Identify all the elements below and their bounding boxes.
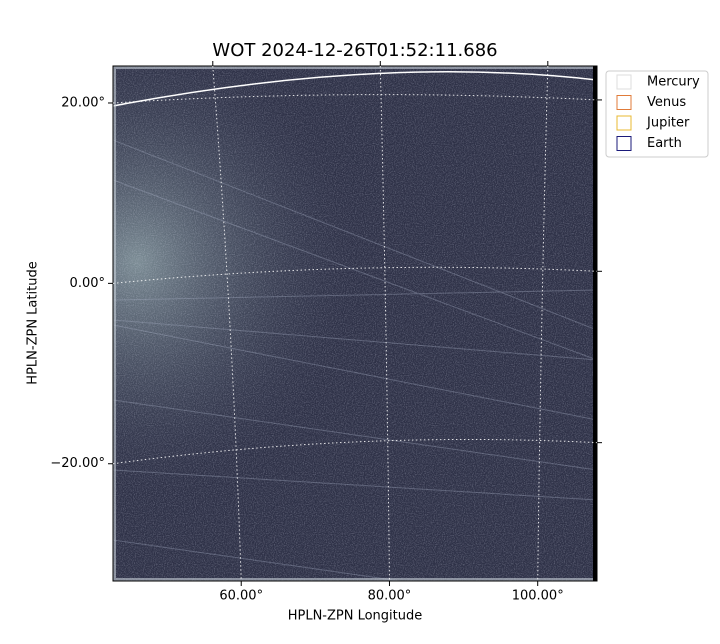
chart-title: WOT 2024-12-26T01:52:11.686 (212, 40, 497, 61)
legend-swatch (616, 136, 632, 151)
x-tick-label: 80.00° (368, 589, 412, 604)
legend-label: Venus (647, 95, 686, 110)
y-axis-label: HPLN-ZPN Latitude (26, 261, 41, 384)
legend-swatch (616, 115, 632, 131)
legend-label: Earth (647, 136, 682, 151)
grid-line (537, 65, 549, 582)
x-axis-label: HPLN-ZPN Longitude (288, 609, 423, 624)
y-tick-label: 0.00° (70, 276, 105, 291)
legend-label: Jupiter (646, 116, 690, 131)
y-tick-label: 20.00° (61, 95, 105, 110)
x-tick-label: 60.00° (219, 589, 263, 604)
legend-swatch (616, 74, 632, 90)
legend-label: Mercury (647, 75, 700, 90)
y-tick-label: −20.00° (50, 456, 105, 471)
legend-swatch (616, 95, 632, 110)
legend (605, 70, 709, 158)
x-tick-label: 100.00° (512, 589, 564, 604)
axes-frame (112, 65, 598, 582)
solar-image (113, 66, 597, 581)
grid-line (212, 65, 242, 582)
grid-line (379, 65, 390, 582)
